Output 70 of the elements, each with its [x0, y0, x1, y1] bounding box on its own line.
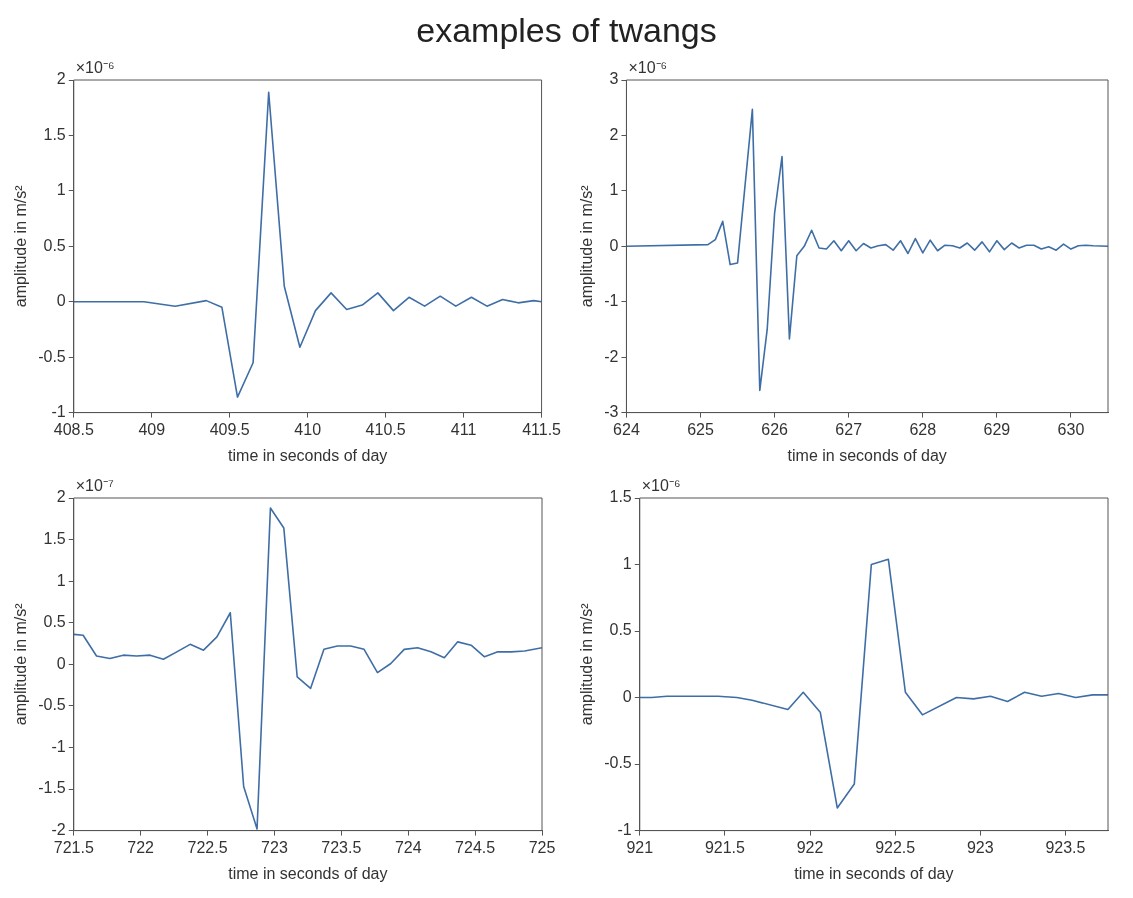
x-tick-label: 923 — [966, 838, 994, 856]
x-tick-label: 724.5 — [455, 838, 496, 856]
y-tick-label: 1 — [609, 181, 619, 199]
x-tick-label: 410 — [294, 420, 322, 438]
x-tick-label: 722.5 — [187, 838, 228, 856]
y-tick-label: -0.5 — [38, 347, 66, 365]
y-tick-label: 1 — [56, 571, 66, 589]
x-tick-label: 722 — [127, 838, 155, 856]
y-tick-label: -0.5 — [38, 696, 66, 714]
text: ×10⁻⁶ — [628, 59, 668, 77]
x-tick-label: 723 — [261, 838, 288, 856]
x-tick-label: 923.5 — [1045, 838, 1086, 856]
y-axis-title: amplitude in m/s² — [578, 602, 596, 726]
x-tick-label: 721.5 — [53, 838, 94, 856]
y-tick-label: -2 — [51, 821, 66, 839]
y-tick-label: 1.5 — [609, 488, 632, 506]
y-tick-label: -2 — [604, 347, 619, 365]
y-tick-label: -1.5 — [38, 779, 66, 797]
y-tick-label: 2 — [56, 488, 66, 506]
x-tick-label: 625 — [687, 420, 714, 438]
x-tick-label: 411.5 — [522, 420, 562, 438]
text: ×10⁻⁶ — [641, 477, 681, 495]
y-tick-label: 1 — [622, 554, 632, 572]
y-tick-label: 2 — [609, 125, 619, 143]
x-tick-label: 723.5 — [321, 838, 362, 856]
x-tick-label: 409.5 — [209, 420, 250, 438]
y-tick-label: 1 — [56, 181, 66, 199]
text: ×10⁻⁶ — [75, 59, 115, 77]
y-tick-label: -1 — [51, 737, 66, 755]
x-tick-label: 624 — [613, 420, 640, 438]
y-axis-title: amplitude in m/s² — [12, 602, 30, 726]
x-axis-title: time in seconds of day — [787, 446, 947, 464]
x-tick-label: 627 — [835, 420, 863, 438]
y-axis-title: amplitude in m/s² — [12, 184, 30, 308]
x-tick-label: 630 — [1057, 420, 1085, 438]
x-tick-label: 410.5 — [365, 420, 406, 438]
x-axis-title: time in seconds of day — [794, 864, 954, 882]
x-tick-label: 411 — [450, 420, 477, 438]
y-tick-label: 2 — [56, 70, 66, 88]
x-tick-label: 409 — [138, 420, 166, 438]
y-tick-label: 3 — [609, 70, 619, 88]
y-tick-label: 0 — [56, 654, 66, 672]
x-tick-label: 922.5 — [875, 838, 916, 856]
x-tick-label: 629 — [983, 420, 1011, 438]
y-tick-label: -1 — [617, 821, 632, 839]
x-tick-label: 725 — [528, 838, 556, 856]
y-tick-label: 1.5 — [43, 529, 66, 547]
x-tick-label: 626 — [761, 420, 789, 438]
y-tick-label: 0.5 — [43, 613, 66, 631]
y-axis-title: amplitude in m/s² — [578, 184, 596, 308]
y-tick-label: -1 — [604, 292, 619, 310]
y-tick-label: -1 — [51, 403, 66, 421]
x-tick-label: 921.5 — [704, 838, 746, 856]
x-tick-label: 408.5 — [53, 420, 94, 438]
chart-title: examples of twangs — [415, 10, 718, 51]
y-tick-label: 0 — [56, 292, 66, 310]
y-tick-label: 0 — [609, 236, 619, 254]
x-tick-label: 724 — [394, 838, 422, 856]
text: ×10⁻⁷ — [75, 477, 114, 495]
y-tick-label: 1.5 — [43, 125, 66, 143]
x-axis-title: time in seconds of day — [228, 446, 388, 464]
x-tick-label: 628 — [909, 420, 937, 438]
y-tick-label: 0 — [622, 687, 632, 705]
x-tick-label: 922 — [796, 838, 824, 856]
y-tick-label: 0.5 — [609, 621, 632, 639]
x-axis-title: time in seconds of day — [228, 864, 388, 882]
x-tick-label: 921 — [626, 838, 654, 856]
y-tick-label: -3 — [604, 403, 619, 421]
y-tick-label: -0.5 — [604, 754, 632, 772]
y-tick-label: 0.5 — [43, 236, 66, 254]
